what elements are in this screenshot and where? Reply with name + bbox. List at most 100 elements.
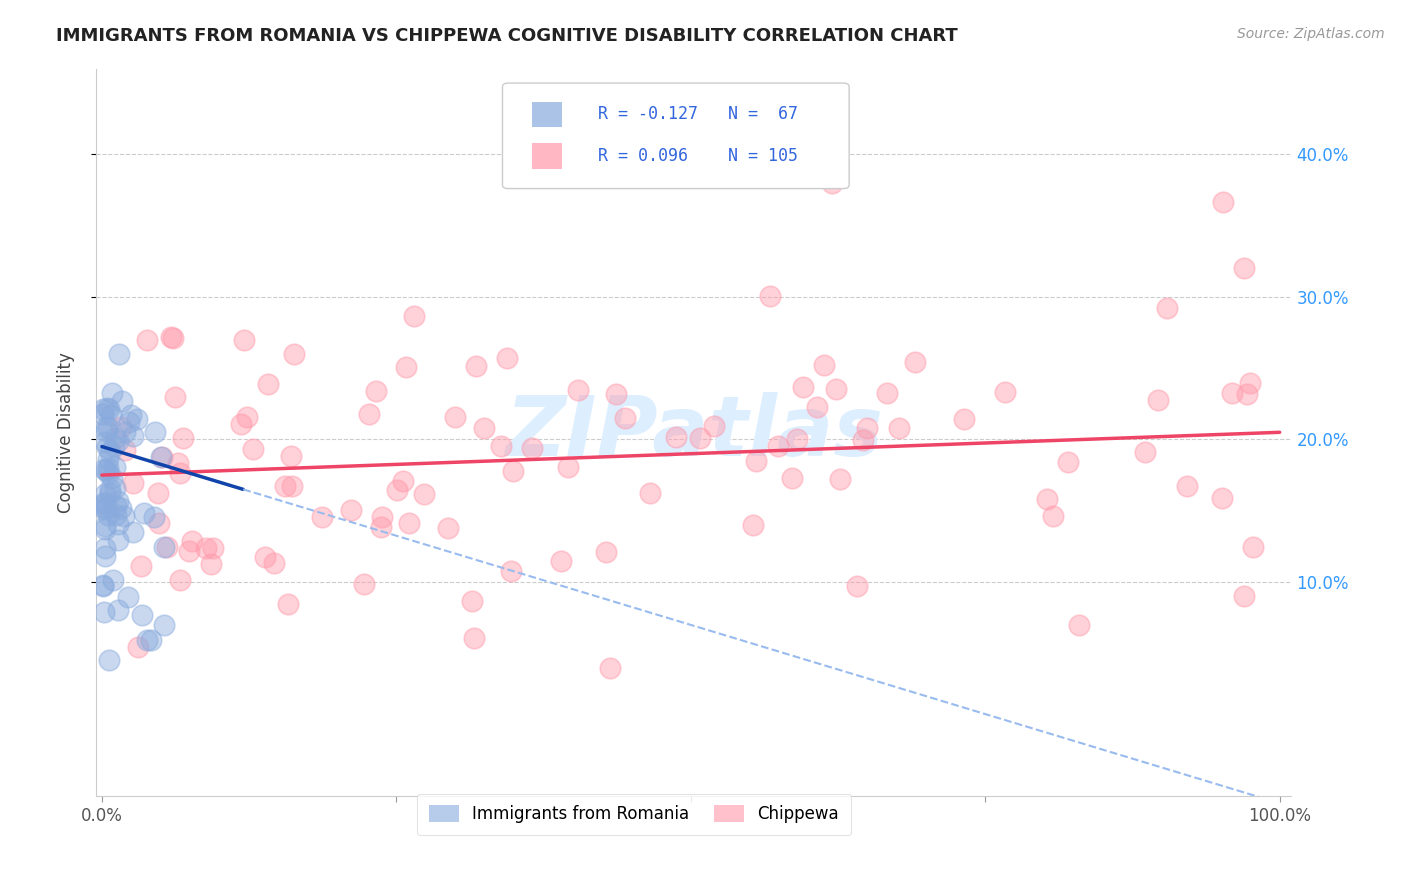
Point (283, 347, 305, 361)
Point (398, 516, 420, 530)
Point (104, 499, 127, 513)
Point (122, 475, 145, 490)
Point (201, 541, 224, 555)
Point (1042, 508, 1064, 523)
Point (404, 309, 426, 323)
Point (1036, 492, 1059, 507)
Point (491, 439, 513, 453)
Point (96, 401, 118, 415)
Point (93, 519, 115, 533)
Point (143, 425, 166, 440)
Point (172, 430, 194, 444)
Point (413, 486, 436, 500)
Point (1233, 590, 1256, 604)
Point (98, 486, 121, 500)
Point (162, 331, 184, 345)
Point (495, 351, 517, 365)
Point (311, 509, 333, 524)
Point (665, 430, 688, 444)
Point (1212, 195, 1234, 210)
Point (520, 441, 543, 455)
Point (1233, 261, 1256, 276)
Point (1236, 386, 1258, 401)
Point (91, 499, 114, 513)
Point (118, 416, 141, 430)
Text: IMMIGRANTS FROM ROMANIA VS CHIPPEWA COGNITIVE DISABILITY CORRELATION CHART: IMMIGRANTS FROM ROMANIA VS CHIPPEWA COGN… (56, 27, 957, 45)
Point (97, 420, 120, 434)
Point (107, 603, 129, 617)
Point (93, 605, 115, 619)
Point (370, 520, 392, 534)
Point (813, 359, 835, 373)
Point (502, 464, 524, 478)
Point (689, 431, 711, 445)
Point (1069, 618, 1091, 632)
Point (786, 433, 808, 447)
Point (806, 400, 828, 414)
Point (122, 429, 145, 443)
Point (745, 453, 768, 467)
Point (274, 478, 297, 492)
Point (97, 508, 120, 522)
Point (242, 442, 264, 457)
Point (97, 466, 120, 480)
Point (179, 544, 201, 558)
Point (828, 472, 851, 486)
Point (465, 359, 488, 373)
Point (94, 496, 117, 510)
Point (169, 466, 191, 480)
Point (104, 508, 127, 522)
Point (263, 556, 285, 570)
Point (107, 493, 129, 508)
Point (1156, 301, 1178, 315)
Point (91, 407, 114, 421)
Point (103, 439, 125, 453)
Point (353, 576, 375, 591)
Point (93, 541, 115, 556)
Point (461, 594, 484, 608)
Point (96, 440, 118, 454)
Point (143, 509, 166, 524)
Point (550, 554, 572, 568)
FancyBboxPatch shape (502, 83, 849, 188)
Point (1175, 479, 1198, 493)
Point (876, 386, 898, 401)
Point (148, 516, 170, 530)
Point (371, 509, 394, 524)
Point (135, 333, 157, 347)
Legend: Immigrants from Romania, Chippewa: Immigrants from Romania, Chippewa (418, 794, 851, 835)
Text: Source: ZipAtlas.com: Source: ZipAtlas.com (1237, 27, 1385, 41)
Point (395, 360, 418, 375)
Point (107, 533, 129, 547)
Bar (533, 102, 561, 127)
Point (200, 558, 222, 572)
Y-axis label: Cognitive Disability: Cognitive Disability (58, 351, 75, 513)
Point (463, 631, 485, 645)
Point (280, 449, 302, 463)
Point (232, 333, 254, 347)
Point (104, 481, 127, 495)
Point (148, 486, 170, 500)
Point (759, 289, 782, 303)
Point (1147, 392, 1170, 407)
Point (114, 425, 136, 439)
Text: R = 0.096    N = 105: R = 0.096 N = 105 (598, 147, 799, 165)
Point (112, 508, 135, 523)
Point (392, 474, 415, 488)
Point (887, 421, 910, 435)
Point (110, 420, 132, 434)
Point (101, 386, 124, 401)
Point (792, 380, 814, 394)
Point (107, 434, 129, 448)
Point (150, 450, 173, 465)
Point (107, 516, 129, 531)
Point (104, 431, 127, 445)
Point (824, 382, 846, 396)
Point (141, 632, 163, 647)
Point (97, 401, 120, 416)
Point (703, 418, 725, 433)
Point (156, 540, 179, 554)
Point (93, 462, 115, 476)
Point (595, 545, 617, 559)
Point (741, 518, 763, 533)
